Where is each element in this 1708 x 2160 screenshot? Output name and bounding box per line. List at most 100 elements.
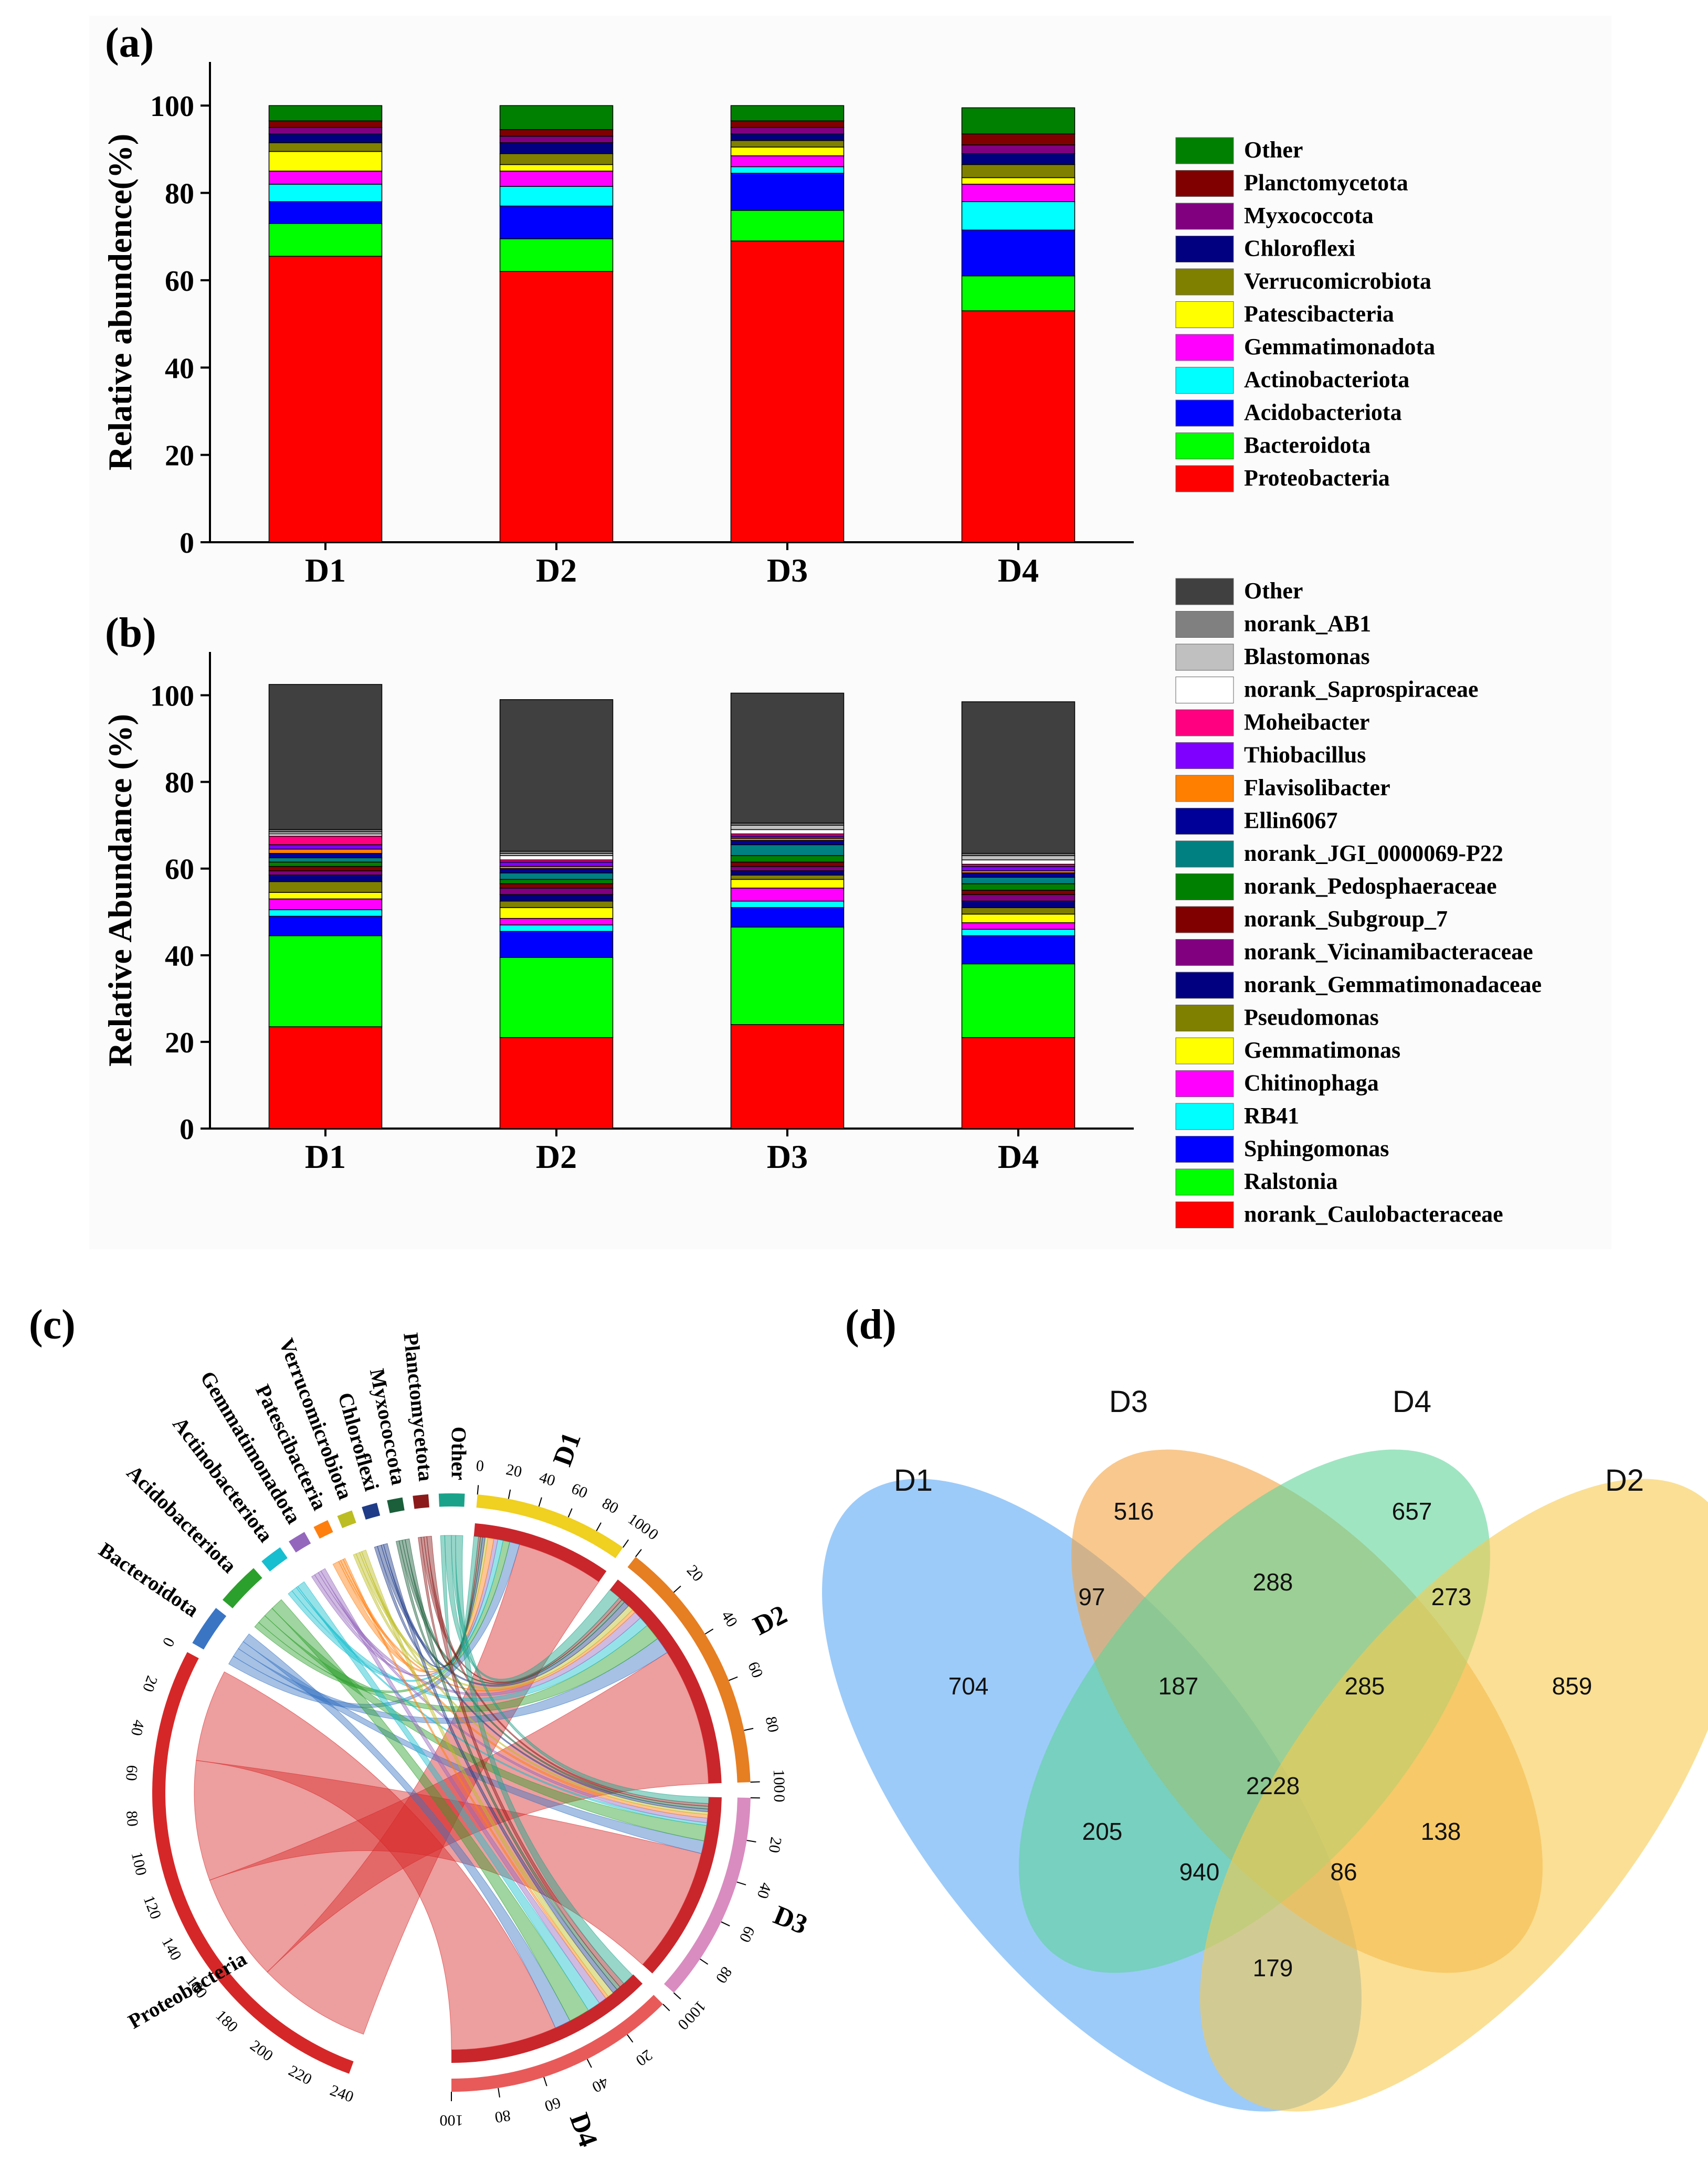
bar-segment-chitinophaga-D1 [268, 898, 383, 910]
bar-segment-norank-vicinamibacteraceae-D3 [730, 866, 845, 871]
bar-segment-bacteroidota-D2 [499, 238, 614, 272]
bar-segment-planctomycetota-D1 [268, 120, 383, 128]
bar-segment-acidobacteriota-D3 [730, 173, 845, 211]
bar-segment-myxococcota-D4 [961, 144, 1076, 154]
bar-segment-norank-jgi-0000069-p22-D3 [730, 844, 845, 856]
bar-segment-gemmatimonas-D4 [961, 913, 1076, 923]
proteobacteria-tick-0: 0 [159, 1635, 178, 1650]
sample-tick-mark [744, 1727, 754, 1731]
venn-region-d1-d3-d2: 86 [1330, 1858, 1357, 1885]
sample-tick-mark [721, 1921, 730, 1926]
bar-segment-thiobacillus-D4 [961, 866, 1076, 871]
phylum-arc-planctomycetota [413, 1494, 429, 1509]
sample-tick-mark [704, 1628, 714, 1635]
legend-swatch-bacteroidota [1175, 433, 1234, 459]
venn-set-label-D4: D4 [1393, 1385, 1431, 1419]
legend-swatch-actinobacteriota [1175, 367, 1234, 394]
y-axis-title: Relative Abundance (%) [101, 714, 139, 1067]
bar-segment-verrucomicrobiota-D3 [730, 140, 845, 147]
legend-entry-norank-subgroup-7: norank_Subgroup_7 [1244, 906, 1448, 932]
legend-swatch-planctomycetota [1175, 170, 1234, 197]
bar-segment-pseudomonas-D1 [268, 881, 383, 893]
sample-tick-mark [673, 1992, 681, 2000]
venn-region-d1: 704 [948, 1672, 989, 1700]
sample-tick-mark [729, 1676, 738, 1681]
bar-segment-norank-pedosphaeraceae-D3 [730, 855, 845, 863]
bar-segment-norank-jgi-0000069-p22-D2 [499, 872, 614, 880]
legend-entry-bacteroidota: Bacteroidota [1244, 433, 1370, 458]
venn-region-d1-d3-d4-d2: 2228 [1246, 1772, 1300, 1799]
legend-entry-norank-pedosphaeraceae: norank_Pedosphaeraceae [1244, 873, 1497, 899]
legend-swatch-norank-jgi-0000069-p22 [1175, 840, 1234, 868]
sample-tick-D4-80: 80 [493, 2106, 512, 2126]
y-tick-label: 80 [165, 178, 194, 210]
venn-region-d3-d4-d2: 285 [1345, 1672, 1385, 1700]
legend-swatch-norank-gemmatimonadaceae [1175, 972, 1234, 999]
proteobacteria-tick-200: 200 [247, 2037, 276, 2064]
bar-segment-actinobacteriota-D3 [730, 166, 845, 174]
sample-inner-arc-D4 [451, 1974, 643, 2063]
legend-entry-myxococcota: Myxococcota [1244, 203, 1374, 228]
legend-entry-gemmatimonas: Gemmatimonas [1244, 1037, 1400, 1063]
bar-segment-rb41-D4 [961, 929, 1076, 936]
ribbon-other-D4 [455, 1535, 633, 1984]
bar-segment-gemmatimonadota-D4 [961, 184, 1076, 202]
bar-segment-patescibacteria-D3 [730, 146, 845, 156]
venn-set-label-D3: D3 [1109, 1385, 1148, 1419]
sample-tick-mark [508, 1489, 511, 1499]
bar-segment-planctomycetota-D4 [961, 133, 1076, 145]
venn-set-label-D1: D1 [894, 1463, 933, 1498]
legend-swatch-other [1175, 137, 1234, 164]
bar-segment-bacteroidota-D3 [730, 210, 845, 241]
bar-segment-sphingomonas-D4 [961, 935, 1076, 965]
sample-tick-mark [673, 1585, 681, 1593]
proteobacteria-tick-60: 60 [122, 1765, 141, 1782]
panel-d-venn-diagram: (d) D1 D3 D4 D2 704 516 657 859 97 288 273 187 285 222… [822, 1302, 1708, 2112]
y-tick-label: 0 [180, 527, 194, 560]
bar-segment-chitinophaga-D2 [499, 918, 614, 925]
bar-segment-proteobacteria-D3 [730, 240, 845, 543]
legend-entry-other: Other [1244, 578, 1303, 604]
x-tick-label-D3: D3 [767, 552, 808, 589]
sample-label-D3: D3 [769, 1900, 811, 1941]
proteobacteria-tick-180: 180 [212, 2007, 241, 2036]
bar-segment-norank-jgi-0000069-p22-D1 [268, 857, 383, 863]
bar-segment-ralstonia-D2 [499, 957, 614, 1038]
venn-region-d1-d3-d4: 187 [1158, 1672, 1199, 1700]
bar-segment-patescibacteria-D2 [499, 164, 614, 172]
legend-swatch-gemmatimonas [1175, 1037, 1234, 1065]
bar-segment-ellin6067-D4 [961, 872, 1076, 878]
sample-tick-mark [477, 1485, 479, 1495]
bar-segment-norank-vicinamibacteraceae-D2 [499, 888, 614, 895]
y-tick-label: 20 [165, 1027, 194, 1059]
bar-segment-rb41-D3 [730, 900, 845, 908]
bar-segment-norank-caulobacteraceae-D1 [268, 1026, 383, 1129]
y-tick-label: 0 [180, 1113, 194, 1146]
sample-tick-D2-80: 80 [762, 1715, 783, 1734]
legend-swatch-myxococcota [1175, 203, 1234, 230]
proteobacteria-tick-80: 80 [123, 1810, 141, 1827]
sample-tick-D3-0: 0 [771, 1794, 788, 1803]
y-tick-label: 40 [165, 352, 194, 385]
legend-swatch-ellin6067 [1175, 808, 1234, 835]
bar-segment-actinobacteriota-D4 [961, 201, 1076, 231]
sample-tick-D3-20: 20 [765, 1836, 785, 1854]
phylum-arc-myxococcota [387, 1497, 405, 1513]
legend-entry-norank-vicinamibacteraceae: norank_Vicinamibacteraceae [1244, 939, 1533, 965]
phylum-arc-verrucomicrobiota [337, 1510, 356, 1529]
bar-segment-norank-subgroup-7-D4 [961, 890, 1076, 895]
proteobacteria-tick-140: 140 [159, 1934, 185, 1963]
bar-segment-blastomonas-D3 [730, 825, 845, 830]
bar-segment-planctomycetota-D3 [730, 120, 845, 128]
legend-swatch-flavisolibacter [1175, 775, 1234, 802]
legend-entry-flavisolibacter: Flavisolibacter [1244, 775, 1390, 800]
legend-entry-pseudomonas: Pseudomonas [1244, 1005, 1379, 1030]
legend-entry-norank-ab1: norank_AB1 [1244, 611, 1371, 637]
panel-label: (b) [105, 610, 156, 656]
legend-swatch-norank-subgroup-7 [1175, 906, 1234, 933]
legend-entry-norank-jgi-0000069-p22: norank_JGI_0000069-P22 [1244, 840, 1503, 866]
bar-segment-other-D4 [961, 107, 1076, 135]
legend-swatch-norank-vicinamibacteraceae [1175, 939, 1234, 966]
bar-segment-ralstonia-D1 [268, 935, 383, 1027]
